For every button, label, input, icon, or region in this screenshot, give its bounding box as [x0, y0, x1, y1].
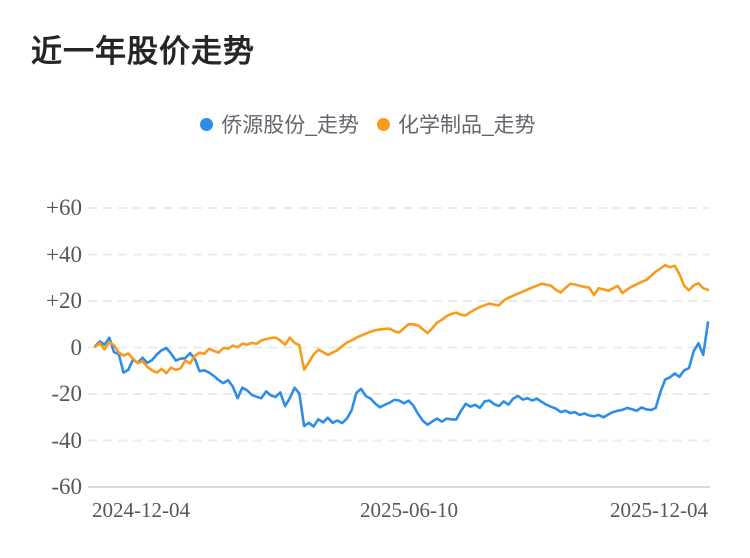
legend-marker-icon [377, 117, 390, 131]
y-axis-tick-label: -40 [51, 427, 82, 453]
x-axis-tick-label: 2024-12-04 [92, 498, 190, 522]
y-axis-tick-label: 0 [70, 334, 83, 360]
legend-label: 化学制品_走势 [398, 114, 536, 137]
legend-item-qiaoyuan[interactable]: 侨源股份_走势 [200, 109, 359, 139]
y-axis-tick-label: +40 [46, 241, 82, 267]
y-axis-tick-label: -60 [51, 474, 82, 499]
x-axis-tick-label: 2025-12-04 [610, 498, 708, 522]
page-title: 近一年股价走势 [31, 34, 255, 69]
x-axis-tick-label: 2025-06-10 [360, 498, 458, 522]
y-axis-tick-label: -20 [51, 381, 82, 406]
legend-label: 侨源股份_走势 [221, 114, 359, 137]
legend-item-chemical[interactable]: 化学制品_走势 [377, 109, 536, 139]
legend-marker-icon [200, 117, 214, 131]
y-axis-tick-label: +20 [46, 288, 82, 313]
chart-legend: 侨源股份_走势 化学制品_走势 [0, 109, 743, 139]
y-axis-tick-label: +60 [46, 195, 82, 220]
